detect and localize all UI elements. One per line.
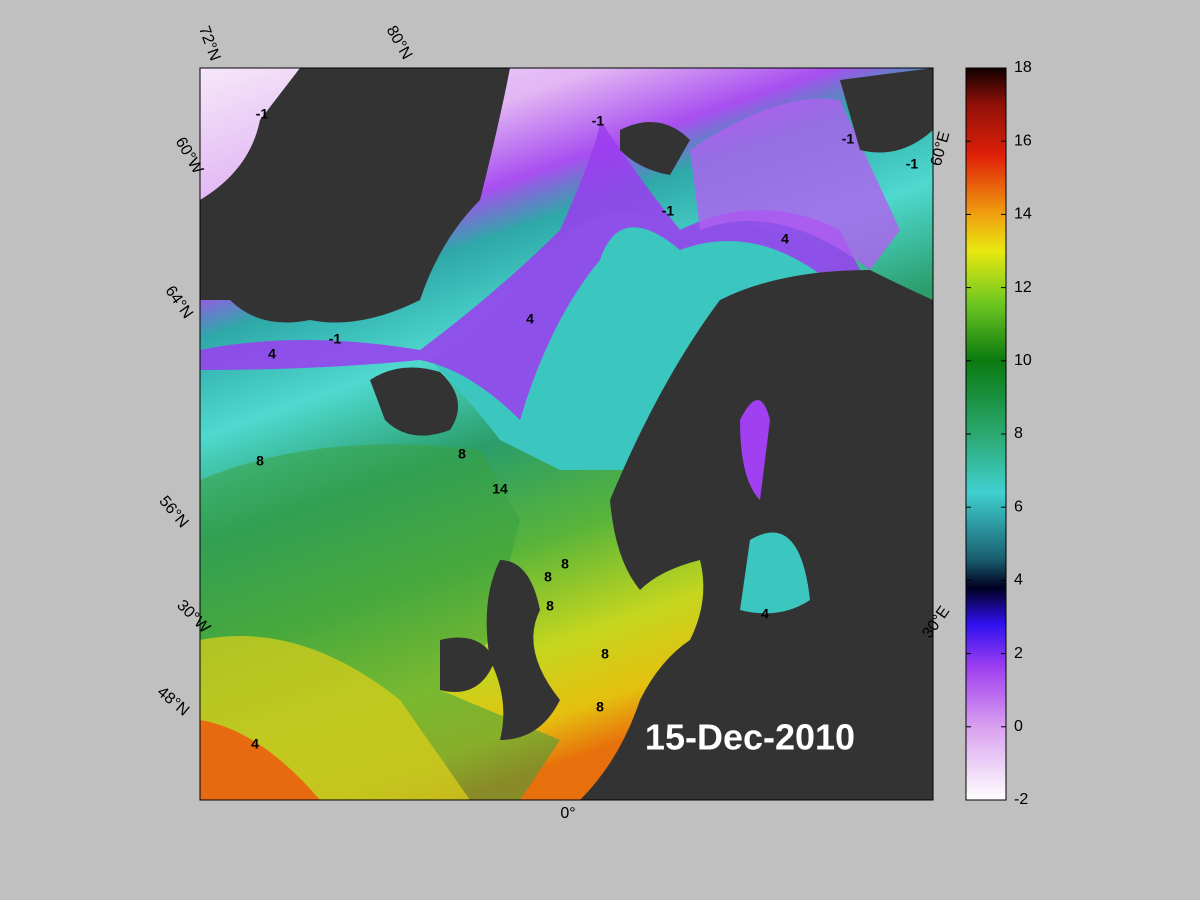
gulf-of-bothnia <box>740 400 770 500</box>
contour-label: 8 <box>546 598 554 614</box>
contour-label: 8 <box>256 453 264 469</box>
contour-label: 8 <box>601 646 609 662</box>
contour-label: -1 <box>592 113 605 129</box>
colorbar-tick-label: 12 <box>1014 279 1032 296</box>
svalbard <box>620 122 690 175</box>
novaya-zemlya <box>840 68 933 153</box>
colorbar-tick-label: 18 <box>1014 59 1032 76</box>
contour-label: -1 <box>906 156 919 172</box>
contour-label: 14 <box>492 481 508 497</box>
contour-label: 4 <box>761 606 769 622</box>
contour-label: 4 <box>251 736 259 752</box>
graticule-label: 80°N <box>383 23 416 62</box>
contour-label: 8 <box>458 446 466 462</box>
colorbar-tick-label: -2 <box>1014 791 1028 808</box>
barents-band <box>690 98 900 270</box>
colorbar-tick-label: 0 <box>1014 718 1023 735</box>
contour-label: -1 <box>842 131 855 147</box>
baltic-sea <box>740 532 810 614</box>
iceland <box>370 367 458 436</box>
graticule-label: 0° <box>560 805 575 822</box>
map-area <box>200 68 933 800</box>
scandinavia-europe <box>580 270 933 800</box>
graticule-label: 48°N <box>154 684 192 720</box>
colorbar-tick-label: 10 <box>1014 352 1032 369</box>
contour-label: 4 <box>268 346 276 362</box>
contour-label: -1 <box>662 203 675 219</box>
contour-label: 8 <box>596 699 604 715</box>
date-label: 15-Dec-2010 <box>645 717 855 758</box>
colorbar-tick-label: 2 <box>1014 645 1023 662</box>
map-frame <box>199 67 934 801</box>
colorbar-tick-label: 4 <box>1014 572 1023 589</box>
colorbar-tick-label: 6 <box>1014 498 1023 515</box>
ireland <box>440 637 495 692</box>
greenland <box>200 68 510 323</box>
great-britain <box>486 560 560 740</box>
colorbar <box>965 67 1007 801</box>
colorbar-tick-label: 8 <box>1014 425 1023 442</box>
graticule-label: 56°N <box>155 493 191 531</box>
colorbar-tick-label: 16 <box>1014 132 1032 149</box>
contour-label: 8 <box>544 569 552 585</box>
contour-label: 8 <box>561 556 569 572</box>
contour-label: -1 <box>256 106 269 122</box>
colorbar-tick-label: 14 <box>1014 206 1032 223</box>
graticule-label: 72°N <box>195 24 223 63</box>
graticule-label: 64°N <box>161 283 195 322</box>
cold-band <box>200 120 860 420</box>
contour-label: 4 <box>781 231 789 247</box>
contour-label: -1 <box>329 331 342 347</box>
contour-label: 4 <box>526 311 534 327</box>
atlantic-warmest <box>200 720 320 800</box>
